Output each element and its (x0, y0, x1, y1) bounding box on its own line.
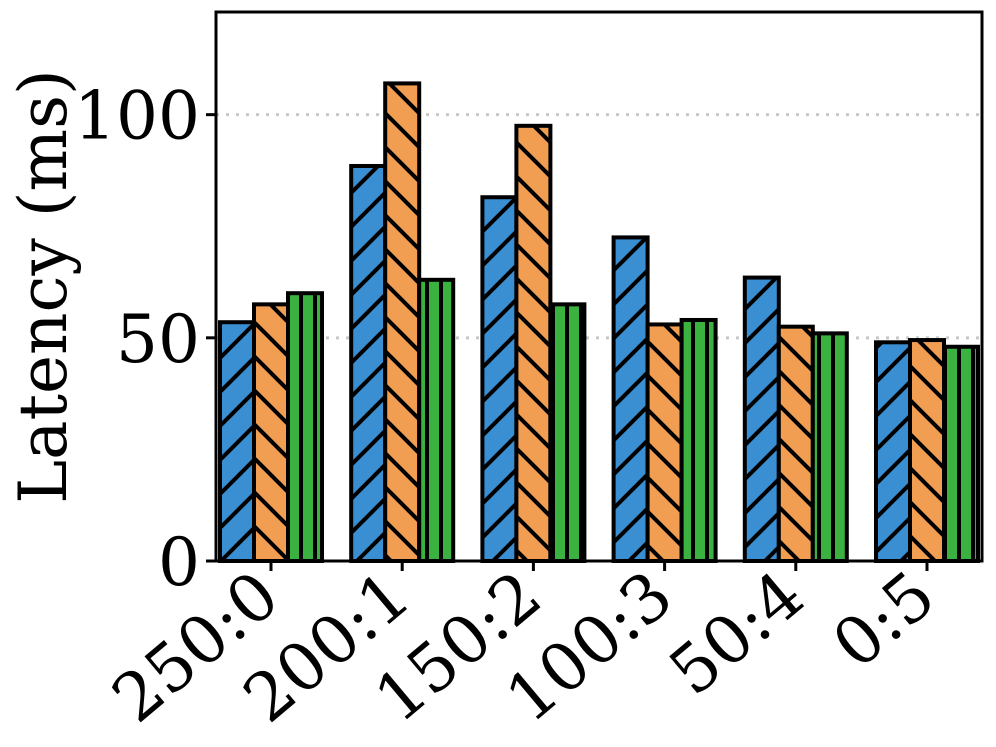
bar-hatch (514, 123, 553, 563)
bar-hatch (218, 320, 256, 563)
bar-hatch (286, 291, 324, 563)
bar-hatch (908, 338, 946, 563)
y-axis-ticks: 0 50 100 (74, 78, 216, 601)
y-tick-label: 50 (116, 301, 200, 378)
x-tick-label: 50:4 (655, 556, 818, 710)
gridlines (216, 113, 982, 340)
bar-hatch (548, 302, 587, 563)
bar-hatch (742, 275, 781, 563)
bars (218, 81, 980, 564)
bar-hatch (942, 344, 980, 563)
bar-hatch (874, 340, 912, 564)
bar-hatch (776, 324, 815, 564)
bar-hatch (349, 163, 388, 564)
bar-hatch (383, 81, 422, 563)
bar-hatch (417, 277, 456, 563)
y-tick-label: 100 (74, 78, 200, 155)
bar-hatch (810, 331, 849, 563)
y-axis-label: Latency (ms) (5, 69, 82, 503)
bar-hatch (611, 235, 650, 563)
bar-hatch (679, 317, 718, 563)
x-tick-label: 0:5 (818, 556, 949, 683)
y-tick-label: 0 (158, 524, 200, 601)
bar-hatch (480, 195, 519, 563)
plot-frame (214, 10, 984, 563)
bar-hatch (645, 322, 684, 563)
bar-hatch (252, 302, 290, 563)
